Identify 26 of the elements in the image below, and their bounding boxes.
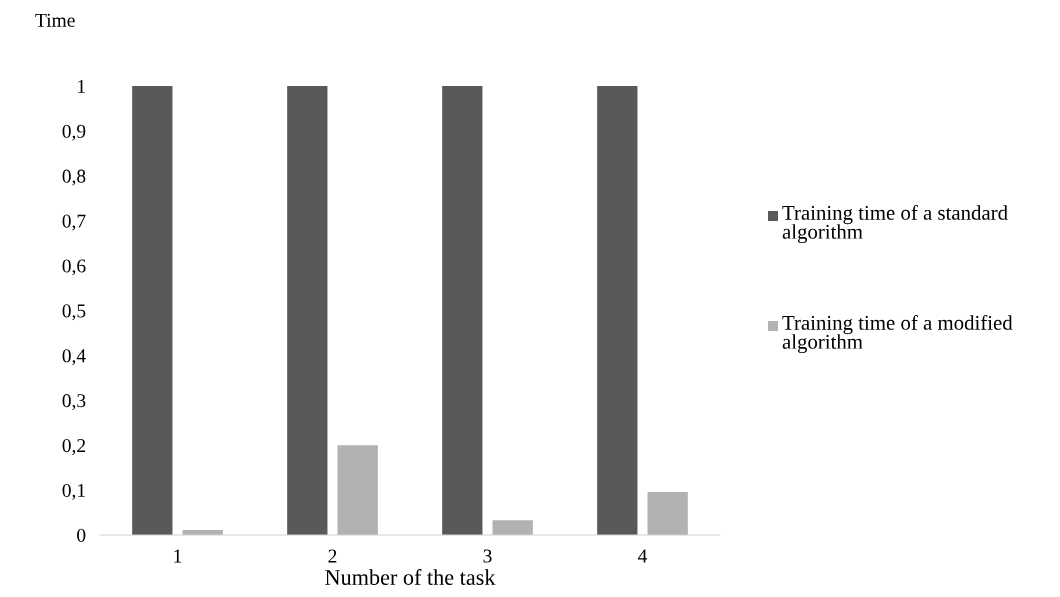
y-tick-label: 0,8 [62, 169, 86, 186]
bar [442, 86, 483, 535]
y-tick-label: 0,9 [62, 124, 86, 141]
y-tick-label: 0,4 [62, 349, 86, 366]
x-axis-title: Number of the task [325, 569, 496, 585]
y-axis-title: Time [35, 13, 75, 27]
bar [492, 520, 533, 535]
x-tick-label: 2 [328, 549, 337, 563]
legend-label: Training time of a standard algorithm [782, 205, 1008, 244]
y-tick-label: 0,7 [62, 214, 86, 231]
x-tick-label: 1 [174, 549, 182, 563]
y-tick-label: 0,1 [62, 483, 85, 500]
bar [337, 445, 378, 535]
y-tick-label: 0,3 [62, 394, 86, 411]
bar [647, 491, 688, 535]
y-tick-label: 0,6 [62, 259, 86, 276]
legend-label: Training time of a modified algorithm [782, 315, 1013, 354]
bar [132, 86, 173, 535]
bar [287, 86, 328, 535]
bar [597, 86, 638, 535]
y-tick-label: 0,2 [62, 439, 86, 455]
x-tick-label: 3 [483, 549, 492, 563]
x-tick-label: 4 [638, 549, 648, 563]
y-tick-label: 1 [78, 79, 85, 93]
y-tick-label: 0 [77, 528, 86, 542]
y-tick-label: 0,5 [62, 304, 86, 321]
